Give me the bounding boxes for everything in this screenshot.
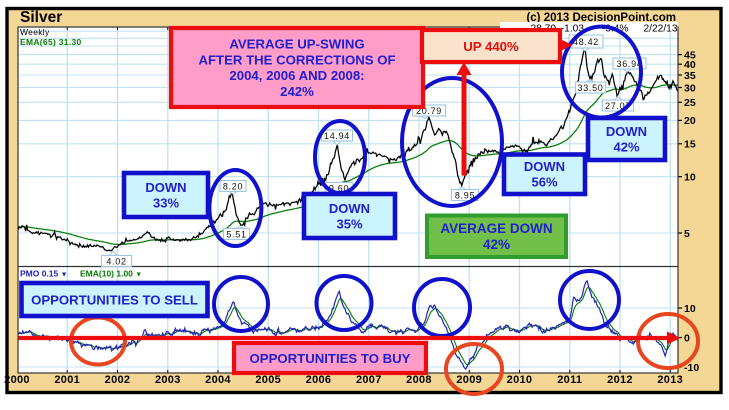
- svg-text:2003: 2003: [155, 374, 181, 386]
- svg-text:2011: 2011: [557, 374, 582, 386]
- svg-text:5.51: 5.51: [226, 229, 246, 239]
- svg-text:20.79: 20.79: [416, 106, 442, 116]
- svg-text:8.95: 8.95: [455, 190, 475, 200]
- svg-text:33.50: 33.50: [577, 83, 603, 93]
- svg-text:8.20: 8.20: [223, 181, 243, 191]
- svg-text:9.60: 9.60: [329, 183, 349, 193]
- svg-text:DOWN: DOWN: [606, 124, 647, 139]
- svg-text:UP 440%: UP 440%: [463, 39, 519, 54]
- svg-text:OPPORTUNITIES TO SELL: OPPORTUNITIES TO SELL: [31, 292, 198, 307]
- svg-text:2005: 2005: [255, 374, 281, 386]
- svg-text:45: 45: [684, 49, 696, 61]
- svg-text:35%: 35%: [336, 216, 362, 231]
- svg-text:-10: -10: [684, 362, 699, 374]
- svg-text:27.07: 27.07: [605, 101, 631, 111]
- svg-text:2007: 2007: [356, 374, 382, 386]
- svg-text:25: 25: [684, 97, 696, 109]
- svg-text:2004, 2006 AND 2008:: 2004, 2006 AND 2008:: [229, 68, 364, 83]
- svg-text:20: 20: [684, 115, 696, 127]
- svg-text:(c) 2013 DecisionPoint.com: (c) 2013 DecisionPoint.com: [526, 12, 676, 24]
- svg-text:DOWN: DOWN: [524, 159, 565, 174]
- svg-text:48.42: 48.42: [573, 37, 599, 47]
- svg-text:10: 10: [684, 172, 696, 184]
- svg-text:42%: 42%: [613, 139, 639, 154]
- svg-text:2009: 2009: [456, 374, 482, 386]
- svg-text:56%: 56%: [531, 175, 557, 190]
- svg-text:15: 15: [684, 139, 696, 151]
- svg-text:EMA(10) 1.00 ▼: EMA(10) 1.00 ▼: [80, 269, 142, 279]
- svg-text:PMO 0.15 ▼: PMO 0.15 ▼: [20, 269, 68, 279]
- svg-text:2002: 2002: [105, 374, 131, 386]
- svg-text:242%: 242%: [280, 84, 314, 99]
- svg-text:2013: 2013: [657, 374, 683, 386]
- svg-text:2012: 2012: [607, 374, 633, 386]
- svg-text:2/22/13: 2/22/13: [644, 24, 678, 35]
- svg-text:AVERAGE UP-SWING: AVERAGE UP-SWING: [229, 37, 364, 52]
- svg-text:2010: 2010: [507, 374, 533, 386]
- svg-text:0: 0: [684, 332, 690, 344]
- svg-text:Weekly: Weekly: [20, 27, 50, 37]
- svg-text:OPPORTUNITIES TO BUY: OPPORTUNITIES TO BUY: [250, 351, 411, 366]
- svg-text:2008: 2008: [406, 374, 432, 386]
- svg-text:EMA(65) 31.30: EMA(65) 31.30: [20, 37, 82, 47]
- svg-text:2001: 2001: [54, 374, 80, 386]
- svg-text:DOWN: DOWN: [329, 201, 370, 216]
- svg-text:2004: 2004: [205, 374, 231, 386]
- svg-text:-1.03: -1.03: [561, 24, 585, 35]
- svg-text:42%: 42%: [483, 237, 510, 252]
- svg-text:14.94: 14.94: [324, 131, 350, 141]
- svg-text:DOWN: DOWN: [145, 180, 186, 195]
- svg-text:2000: 2000: [4, 374, 30, 386]
- svg-text:30: 30: [684, 82, 696, 94]
- svg-text:4.02: 4.02: [106, 256, 126, 266]
- svg-text:AFTER THE CORRECTIONS OF: AFTER THE CORRECTIONS OF: [198, 52, 395, 67]
- svg-text:35: 35: [684, 70, 696, 82]
- svg-text:5: 5: [684, 228, 690, 240]
- svg-text:33%: 33%: [153, 195, 179, 210]
- svg-text:10: 10: [684, 303, 696, 315]
- svg-text:2006: 2006: [306, 374, 332, 386]
- svg-text:AVERAGE DOWN: AVERAGE DOWN: [440, 221, 552, 236]
- svg-text:Silver: Silver: [20, 9, 62, 26]
- svg-text:36.94: 36.94: [616, 59, 642, 69]
- svg-text:40: 40: [684, 59, 696, 71]
